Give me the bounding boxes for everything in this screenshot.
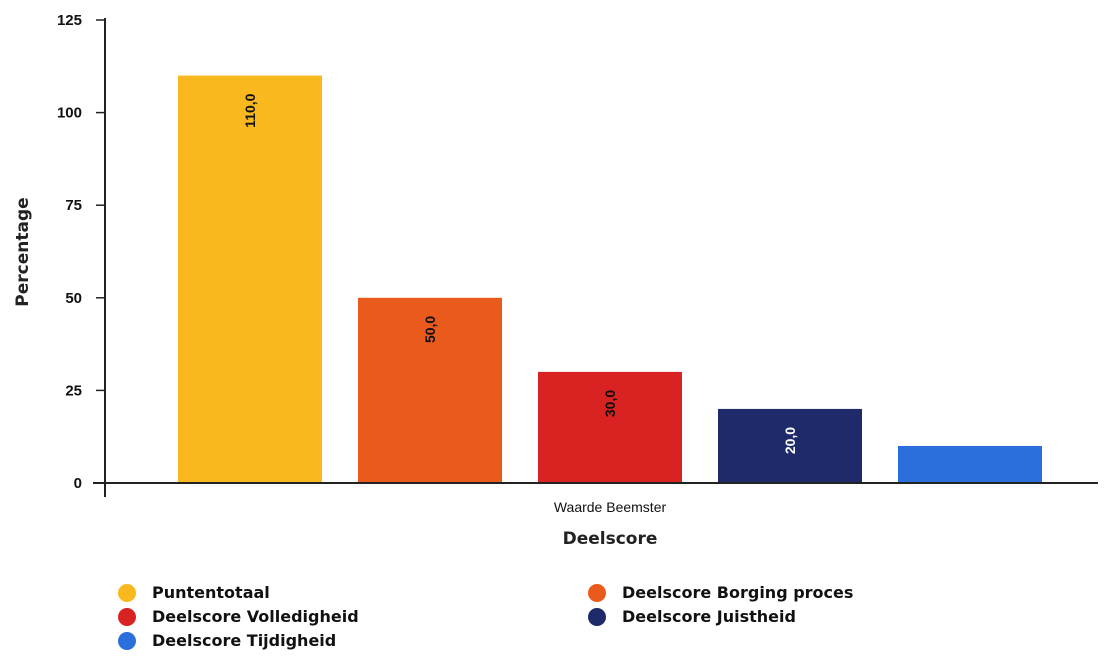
x-category-label: Waarde Beemster: [554, 499, 667, 515]
y-tick-label: 25: [65, 382, 82, 399]
bar: [538, 371, 682, 483]
legend-color-dot: [588, 583, 606, 602]
legend-label: Deelscore Volledigheid: [152, 607, 359, 626]
bar: [898, 445, 1042, 483]
bars: 110,0 50,0 30,0 20,0: [178, 75, 1042, 483]
bar: [358, 297, 502, 483]
bar: [718, 408, 862, 483]
legend-label: Deelscore Borging proces: [622, 583, 854, 602]
y-tick-label: 0: [74, 475, 82, 492]
bar-data-label: 30,0: [602, 390, 618, 417]
y-tick-label: 50: [65, 290, 82, 307]
legend-item[interactable]: Deelscore Volledigheid: [118, 607, 359, 626]
y-tick-label: 100: [57, 105, 82, 122]
y-tick-label: 125: [57, 12, 82, 29]
legend-color-dot: [118, 631, 136, 650]
legend-label: Deelscore Tijdigheid: [152, 631, 337, 650]
legend-item[interactable]: Deelscore Tijdigheid: [118, 631, 336, 650]
legend-color-dot: [118, 607, 136, 626]
y-axis: 0 25 50 75 100 125: [57, 12, 106, 497]
x-axis-title: Deelscore: [563, 529, 658, 549]
legend-color-dot: [588, 607, 606, 626]
bar: [178, 75, 322, 483]
legend-item[interactable]: Puntentotaal: [118, 583, 270, 602]
legend-label: Deelscore Juistheid: [622, 607, 796, 626]
legend-label: Puntentotaal: [152, 583, 270, 602]
bar-data-label: 50,0: [422, 316, 438, 343]
y-axis-title: Percentage: [13, 197, 33, 306]
legend-color-dot: [118, 583, 136, 602]
bar-data-label: 20,0: [782, 427, 798, 454]
y-tick-label: 75: [65, 197, 82, 214]
bar-data-label: 110,0: [242, 93, 258, 127]
legend-item[interactable]: Deelscore Borging proces: [588, 583, 853, 602]
legend-item[interactable]: Deelscore Juistheid: [588, 607, 796, 626]
